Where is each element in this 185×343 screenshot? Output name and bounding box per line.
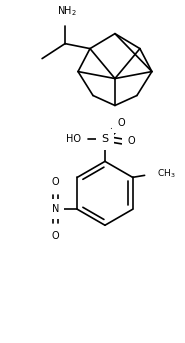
Text: O: O <box>52 177 59 187</box>
Text: N: N <box>52 204 59 214</box>
Text: S: S <box>101 134 109 144</box>
Text: O: O <box>117 118 125 129</box>
Text: HO: HO <box>66 134 81 144</box>
Text: NH$_2$: NH$_2$ <box>57 4 77 18</box>
Text: O: O <box>127 137 135 146</box>
Text: O: O <box>52 231 59 241</box>
Text: CH$_3$: CH$_3$ <box>157 167 175 180</box>
